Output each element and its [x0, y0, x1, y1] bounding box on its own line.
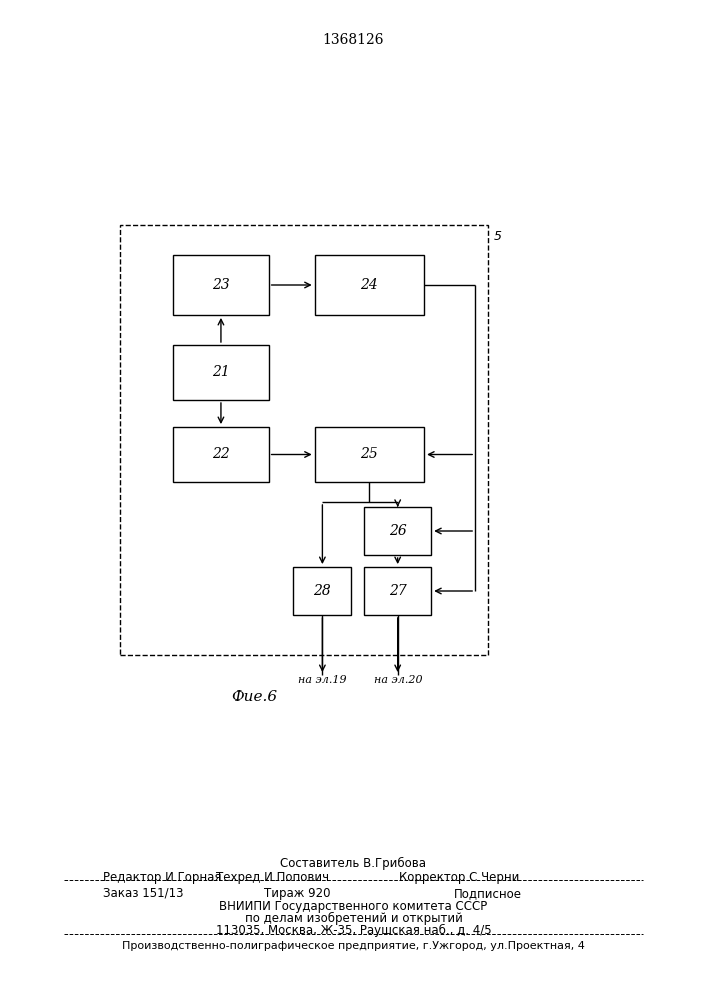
Text: 5: 5 — [493, 230, 501, 243]
Text: 21: 21 — [212, 365, 230, 379]
Text: 113035, Москва, Ж-35, Раушская наб., д. 4/5: 113035, Москва, Ж-35, Раушская наб., д. … — [216, 924, 491, 937]
Text: 28: 28 — [313, 584, 332, 598]
Text: Заказ 151/13: Заказ 151/13 — [103, 887, 183, 900]
Bar — [315, 255, 424, 315]
Text: 23: 23 — [212, 278, 230, 292]
Text: 25: 25 — [361, 448, 378, 462]
Text: Техред И.Попович: Техред И.Попович — [216, 871, 329, 884]
Text: Корректор С.Черни: Корректор С.Черни — [399, 871, 520, 884]
Bar — [364, 507, 431, 555]
Text: Фие.6: Фие.6 — [231, 690, 278, 704]
Text: ВНИИПИ Государственного комитета СССР: ВНИИПИ Государственного комитета СССР — [219, 900, 488, 913]
Text: Подписное: Подписное — [454, 887, 522, 900]
Bar — [173, 427, 269, 482]
Text: на эл.19: на эл.19 — [298, 675, 346, 685]
Bar — [364, 567, 431, 615]
Text: Производственно-полиграфическое предприятие, г.Ужгород, ул.Проектная, 4: Производственно-полиграфическое предприя… — [122, 941, 585, 951]
Text: по делам изобретений и открытий: по делам изобретений и открытий — [245, 912, 462, 925]
Text: 24: 24 — [361, 278, 378, 292]
Text: Составитель В.Грибова: Составитель В.Грибова — [281, 857, 426, 870]
Text: на эл.20: на эл.20 — [374, 675, 422, 685]
Bar — [293, 567, 351, 615]
Text: Тираж 920: Тираж 920 — [264, 887, 330, 900]
Bar — [120, 225, 488, 655]
Bar — [173, 345, 269, 400]
Text: 26: 26 — [389, 524, 407, 538]
Bar — [315, 427, 424, 482]
Text: 22: 22 — [212, 448, 230, 462]
Text: 1368126: 1368126 — [323, 33, 384, 47]
Text: Редактор И.Горная: Редактор И.Горная — [103, 871, 221, 884]
Bar — [173, 255, 269, 315]
Text: 27: 27 — [389, 584, 407, 598]
